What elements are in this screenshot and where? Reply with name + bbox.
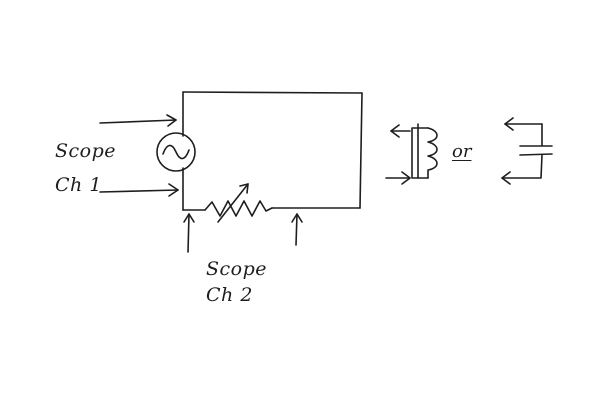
scope-ch2-line1: Scope [206, 258, 268, 280]
scope-ch2-label: Scope Ch 2 [206, 258, 296, 306]
scope-ch1-line2: Ch 1 [55, 174, 102, 196]
ch1-arrow-top [99, 119, 177, 124]
scope-ch1-line1: Scope [55, 140, 117, 162]
top-wire [182, 91, 363, 94]
ac-source-icon [156, 132, 196, 172]
variable-resistor-icon [204, 183, 273, 223]
scope-ch1-probes [99, 114, 179, 197]
scope-ch1-label: Scope Ch 1 [55, 140, 145, 196]
ch2-arrow-left [187, 213, 190, 253]
ch2-arrow-right [295, 213, 298, 246]
capacitor-icon [501, 117, 553, 185]
right-wire [359, 92, 363, 209]
inductor-icon [385, 123, 438, 185]
or-label: or [452, 141, 472, 162]
circuit-wires [182, 91, 363, 211]
ch1-arrow-bottom [99, 189, 179, 193]
scope-ch2-line2: Ch 2 [206, 284, 253, 306]
scope-ch2-probes [183, 213, 303, 253]
